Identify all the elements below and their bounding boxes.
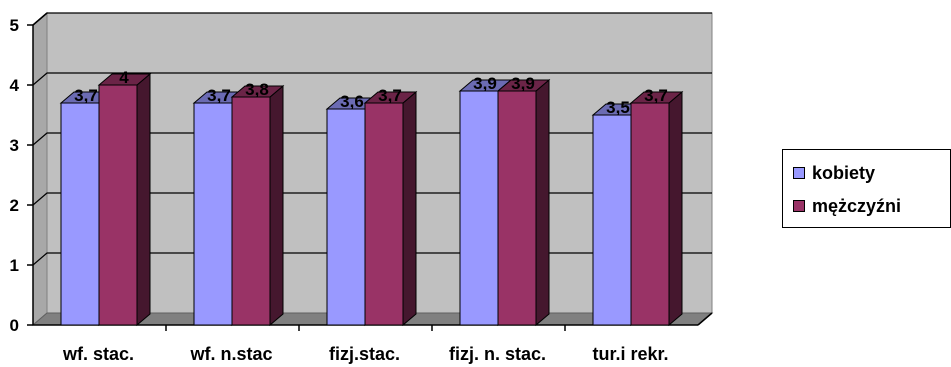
legend-item-series-2: mężczyźni bbox=[793, 196, 901, 216]
bar bbox=[193, 102, 233, 326]
y-axis-top bbox=[32, 12, 48, 26]
bar-side bbox=[535, 78, 550, 327]
y-tick-label: 3 bbox=[10, 136, 19, 155]
y-tick-label: 1 bbox=[10, 256, 19, 275]
legend-swatch-series-2 bbox=[793, 200, 805, 212]
legend-item-series-1: kobiety bbox=[793, 163, 875, 183]
data-label: 4 bbox=[119, 68, 129, 87]
bar bbox=[459, 90, 499, 326]
side-wall bbox=[32, 11, 48, 327]
bar bbox=[326, 108, 366, 326]
data-labels: 3,7 4 3,7 3,8 3,6 3,7 3,9 3,9 3,5 3,7 bbox=[74, 68, 668, 117]
y-tick-label: 5 bbox=[10, 16, 19, 35]
data-label: 3,8 bbox=[245, 80, 269, 99]
y-tick-label: 2 bbox=[10, 196, 19, 215]
x-tick-label: fizj.stac. bbox=[329, 344, 400, 364]
data-label: 3,7 bbox=[74, 86, 98, 105]
y-tick-label: 0 bbox=[10, 316, 19, 335]
legend-label-series-2: mężczyźni bbox=[812, 195, 902, 216]
bar-side bbox=[402, 90, 417, 327]
x-tick-label: tur.i rekr. bbox=[592, 344, 668, 364]
data-label: 3,5 bbox=[606, 98, 630, 117]
x-tick-label: wf. n.stac bbox=[189, 344, 272, 364]
legend-label-series-1: kobiety bbox=[812, 162, 876, 183]
legend-swatch-series-1 bbox=[793, 167, 805, 179]
x-axis-end bbox=[697, 312, 713, 326]
data-label: 3,9 bbox=[511, 74, 535, 93]
data-label: 3,7 bbox=[207, 86, 231, 105]
data-label: 3,7 bbox=[378, 86, 402, 105]
y-tick-labels: 0 1 2 3 4 5 bbox=[10, 16, 20, 335]
bar bbox=[630, 102, 670, 326]
bar-side bbox=[269, 84, 284, 327]
y-tick-label: 4 bbox=[10, 76, 20, 95]
legend: kobiety mężczyźni bbox=[782, 149, 951, 228]
bar-side bbox=[136, 72, 151, 327]
bar bbox=[497, 90, 537, 326]
x-tick-labels: wf. stac. wf. n.stac fizj.stac. fizj. n. st… bbox=[62, 344, 669, 364]
bar bbox=[592, 114, 632, 326]
bar bbox=[60, 102, 100, 326]
data-label: 3,9 bbox=[473, 74, 497, 93]
gridline bbox=[32, 72, 712, 86]
bar-side bbox=[668, 90, 683, 327]
bars bbox=[59, 72, 684, 327]
data-label: 3,6 bbox=[340, 92, 364, 111]
bar bbox=[364, 102, 404, 326]
data-label: 3,7 bbox=[644, 86, 668, 105]
x-tick-label: wf. stac. bbox=[62, 344, 134, 364]
x-tick-label: fizj. n. stac. bbox=[449, 344, 546, 364]
bar bbox=[98, 84, 138, 326]
bar bbox=[231, 96, 271, 326]
